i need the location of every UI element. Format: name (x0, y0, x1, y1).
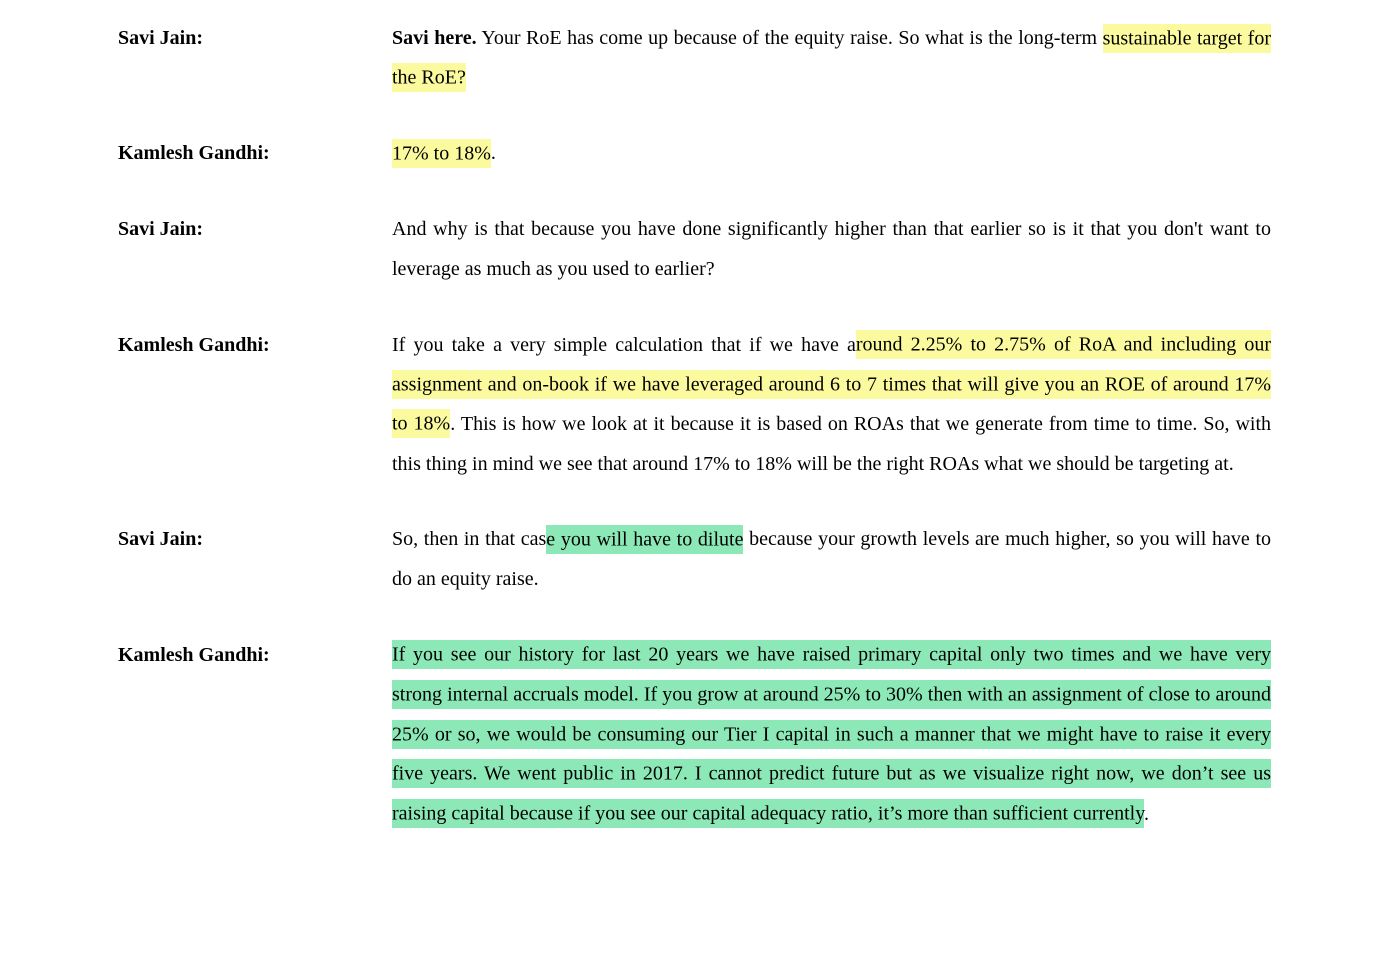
dialogue-segment: . (1143, 802, 1149, 825)
dialogue-paragraph: Savi here. Your RoE has come up because … (392, 19, 1271, 98)
highlighted-segment: If you see our history for last 20 years… (392, 640, 1271, 829)
transcript-row: Savi Jain: So, then in that case you wil… (118, 520, 1271, 599)
transcript: Savi Jain: Savi here. Your RoE has come … (118, 19, 1271, 834)
dialogue-segment: . This is how we look at it because it i… (392, 412, 1272, 475)
dialogue-paragraph: So, then in that case you will have to d… (392, 520, 1271, 599)
transcript-row: Kamlesh Gandhi: 17% to 18%. (118, 134, 1271, 174)
dialogue-paragraph: And why is that because you have done si… (392, 210, 1271, 289)
speaker-name: Savi Jain: (118, 528, 204, 551)
dialogue-segment: If you take a very simple calculation th… (392, 333, 856, 356)
highlighted-segment: e you will have to dilute (546, 524, 744, 554)
dialogue-segment: And why is that because you have done si… (392, 218, 1271, 280)
speaker-name: Kamlesh Gandhi: (118, 333, 270, 356)
speaker-name: Savi Jain: (118, 218, 204, 241)
dialogue-segment: So, then in that cas (392, 528, 547, 551)
transcript-row: Kamlesh Gandhi: If you take a very simpl… (118, 326, 1271, 485)
dialogue-segment: . (490, 142, 496, 165)
dialogue-segment: Savi here. (392, 27, 477, 49)
transcript-row: Savi Jain: Savi here. Your RoE has come … (118, 19, 1271, 98)
dialogue-paragraph: If you take a very simple calculation th… (392, 326, 1271, 485)
dialogue-paragraph: If you see our history for last 20 years… (392, 636, 1271, 835)
transcript-row: Kamlesh Gandhi: If you see our history f… (118, 636, 1271, 835)
speaker-name: Kamlesh Gandhi: (118, 643, 270, 666)
speaker-name: Kamlesh Gandhi: (118, 142, 270, 165)
dialogue-segment: Your RoE has come up because of the equi… (476, 27, 1103, 49)
dialogue-paragraph: 17% to 18%. (392, 134, 1271, 174)
speaker-name: Savi Jain: (118, 27, 204, 49)
highlighted-segment: 17% to 18% (392, 138, 491, 168)
transcript-row: Savi Jain: And why is that because you h… (118, 210, 1271, 289)
dialogue-segment: because your growth levels are much high… (392, 528, 1272, 591)
